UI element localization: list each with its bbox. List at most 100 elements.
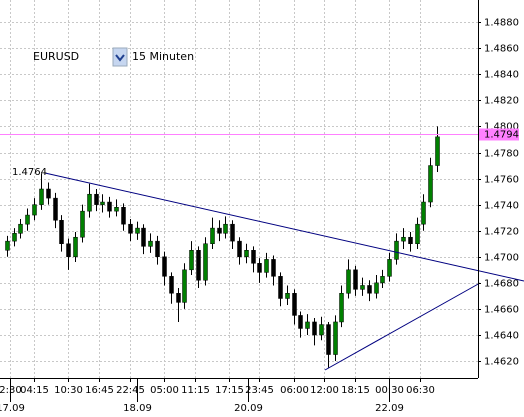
candle-body <box>319 324 324 336</box>
candle-body <box>128 223 133 234</box>
candle-body <box>53 197 58 221</box>
candle-body <box>264 259 269 273</box>
candle-body <box>210 227 215 244</box>
candle-body <box>87 193 92 212</box>
candle-body <box>162 256 167 277</box>
candle-body <box>46 188 51 199</box>
candle-body <box>237 240 242 258</box>
candle-body <box>12 233 17 242</box>
candle-body <box>305 321 310 329</box>
date-tick-label: 20.09 <box>234 403 263 414</box>
candle-body <box>176 293 181 303</box>
x-tick-label: 10:30 <box>54 385 83 396</box>
candle-body <box>408 236 413 244</box>
candle-body <box>196 250 201 281</box>
candle-body <box>148 240 153 247</box>
candle-body <box>360 285 365 290</box>
date-tick-label: 18.09 <box>123 403 152 414</box>
candle-body <box>230 223 235 242</box>
candle-body <box>114 206 119 212</box>
grid <box>0 0 478 378</box>
candle-body <box>223 223 228 234</box>
x-tick-label: 16:45 <box>85 385 114 396</box>
y-tick-label: 1.4620 <box>484 357 519 368</box>
x-tick-label: 17:15 <box>215 385 244 396</box>
candle-body <box>387 259 392 277</box>
y-tick-label: 1.4700 <box>484 253 519 264</box>
y-tick-label: 1.4880 <box>484 18 519 29</box>
candle-body <box>346 269 351 294</box>
candle-body <box>367 285 372 294</box>
y-tick-label: 1.4860 <box>484 44 519 55</box>
candle-body <box>257 263 262 273</box>
candle-body <box>73 236 78 258</box>
candle-body <box>292 293 297 316</box>
x-tick-label: 05:00 <box>150 385 179 396</box>
candle-body <box>169 276 174 294</box>
price-label-box <box>479 128 519 141</box>
candle-body <box>435 136 440 166</box>
y-tick-label: 1.4840 <box>484 70 519 81</box>
x-tick-label: 12:00 <box>310 385 339 396</box>
candle-body <box>59 220 64 244</box>
x-tick-label: 18:15 <box>341 385 370 396</box>
y-tick-label: 1.4640 <box>484 331 519 342</box>
candle-body <box>401 236 406 242</box>
x-tick-label: 22:45 <box>116 385 145 396</box>
candle-body <box>135 227 140 234</box>
y-tick-label: 1.4740 <box>484 201 519 212</box>
candle-body <box>100 201 105 205</box>
symbol: EURUSD <box>33 50 79 63</box>
x-tick-label: 11:15 <box>181 385 210 396</box>
timeframe: 15 Minuten <box>132 50 194 63</box>
candle-body <box>251 250 256 264</box>
x-tick-label: 23:45 <box>245 385 274 396</box>
candle-body <box>298 315 303 329</box>
candle-body <box>94 193 99 205</box>
candles <box>5 126 440 368</box>
candle-body <box>285 293 290 299</box>
candle-body <box>353 269 358 290</box>
candle-body <box>271 259 276 277</box>
candle-body <box>182 269 187 303</box>
candle-body <box>18 223 23 234</box>
candle-body <box>244 250 249 258</box>
candle-body <box>415 223 420 244</box>
high-annotation: 1.4764 <box>12 167 47 178</box>
candle-body <box>428 165 433 203</box>
candle-body <box>394 240 399 260</box>
candle-body <box>121 206 126 225</box>
candle-body <box>312 321 317 336</box>
trend-line <box>44 172 524 282</box>
x-tick-label: 04:15 <box>20 385 49 396</box>
candle-body <box>155 240 160 258</box>
dropdown-arrow <box>115 54 125 62</box>
candle-body <box>333 321 338 355</box>
candle-body <box>217 227 222 234</box>
candle-body <box>32 204 37 216</box>
x-tick-label: 06:00 <box>280 385 309 396</box>
trend-line <box>324 282 481 371</box>
y-tick-label: 1.4680 <box>484 279 519 290</box>
y-tick-label: 1.4820 <box>484 96 519 107</box>
candle-body <box>107 201 112 212</box>
toolbar: EURUSD 15 Minuten <box>33 47 194 67</box>
dropdown-button[interactable] <box>112 47 128 67</box>
candle-body <box>141 227 146 247</box>
y-tick-label: 1.4800 <box>484 122 519 133</box>
price-label: 1.4794 <box>484 130 519 141</box>
date-tick-label: 22.09 <box>375 403 404 414</box>
y-tick-label: 1.4760 <box>484 175 519 186</box>
candle-body <box>25 214 30 225</box>
y-tick-label: 1.4720 <box>484 227 519 238</box>
y-tick-label: 1.4780 <box>484 149 519 160</box>
y-tick-label: 1.4660 <box>484 305 519 316</box>
candle-body <box>39 188 44 205</box>
candle-body <box>203 243 208 281</box>
candle-body <box>278 276 283 299</box>
candle-body <box>66 243 71 258</box>
candle-body <box>380 276 385 284</box>
candle-body <box>374 282 379 294</box>
